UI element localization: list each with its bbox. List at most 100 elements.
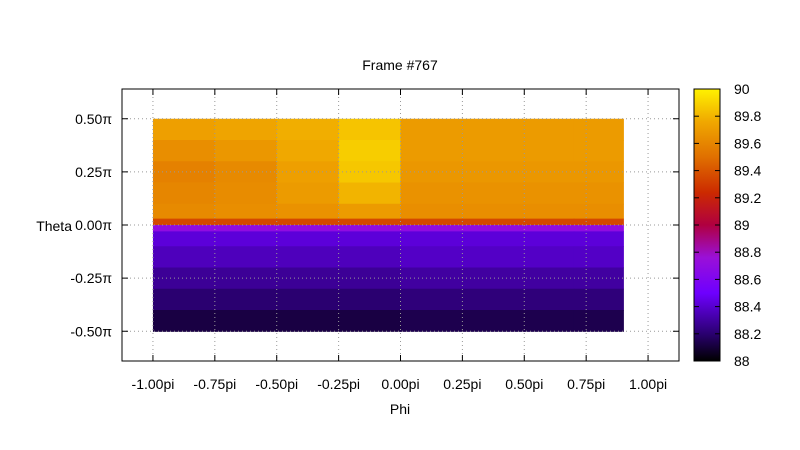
heatmap-cell (338, 310, 402, 332)
heatmap-cell (338, 225, 402, 232)
colorbar-tick-label: 89.2 (734, 190, 761, 206)
heatmap-cell (462, 246, 525, 269)
heatmap-cell (338, 231, 402, 247)
y-tick-label: 0.25π (75, 164, 112, 180)
x-tick-label: 0.25pi (443, 376, 481, 392)
heatmap-cell (152, 310, 216, 332)
heatmap-cell (462, 310, 525, 332)
heatmap-cell (400, 118, 463, 141)
x-tick-label: 0.50pi (505, 376, 543, 392)
y-tick-label: -0.25π (70, 270, 112, 286)
heatmap-cells (152, 118, 624, 332)
heatmap-cell (462, 203, 525, 220)
heatmap-cell (214, 140, 278, 162)
x-tick-label: 0.75pi (567, 376, 605, 392)
heatmap-cell (214, 310, 278, 332)
heatmap-cell (524, 288, 575, 311)
heatmap-cell (573, 246, 624, 269)
heatmap-cell (524, 182, 575, 205)
heatmap-cell (276, 267, 340, 290)
x-tick-label: -0.50pi (255, 376, 298, 392)
heatmap-cell (400, 310, 463, 332)
heatmap-cell (338, 118, 402, 141)
grid-lines (122, 89, 679, 361)
heatmap-cell (524, 267, 575, 290)
heatmap-cell (152, 118, 216, 141)
heatmap-cell (214, 218, 278, 226)
heatmap-cell (338, 246, 402, 269)
heatmap-cell (338, 182, 402, 205)
heatmap-cell (400, 203, 463, 220)
y-axis-label: Theta (36, 218, 72, 234)
heatmap-cell (524, 203, 575, 220)
heatmap-cell (338, 288, 402, 311)
heatmap-cell (338, 218, 402, 226)
colorbar-tick-label: 90 (734, 81, 750, 97)
heatmap-cell (524, 161, 575, 184)
heatmap-cell (214, 246, 278, 269)
heatmap-cell (214, 203, 278, 220)
heatmap-cell (524, 118, 575, 141)
heatmap-cell (214, 118, 278, 141)
y-tick-label: 0.50π (75, 111, 112, 127)
heatmap-cell (276, 288, 340, 311)
chart-title: Frame #767 (362, 57, 438, 73)
heatmap-cell (276, 310, 340, 332)
heatmap-cell (276, 118, 340, 141)
heatmap-cell (152, 203, 216, 220)
colorbar-tick-label: 88 (734, 353, 750, 369)
heatmap-cell (462, 118, 525, 141)
heatmap-cell (400, 246, 463, 269)
heatmap-cell (524, 310, 575, 332)
heatmap-cell (524, 218, 575, 226)
heatmap-cell (462, 161, 525, 184)
heatmap-cell (524, 140, 575, 162)
x-tick-label: 1.00pi (629, 376, 667, 392)
heatmap-cell (573, 218, 624, 226)
heatmap-cell (524, 231, 575, 247)
heatmap-cell (400, 161, 463, 184)
heatmap-cell (152, 225, 216, 232)
heatmap-cell (462, 288, 525, 311)
heatmap-cell (276, 203, 340, 220)
colorbar-tick-label: 89.4 (734, 163, 761, 179)
heatmap-cell (276, 231, 340, 247)
heatmap-cell (400, 182, 463, 205)
y-tick-label: 0.00π (75, 217, 112, 233)
heatmap-cell (152, 231, 216, 247)
heatmap-cell (152, 182, 216, 205)
heatmap-cell (214, 225, 278, 232)
x-tick-label: 0.00pi (381, 376, 419, 392)
heatmap-cell (524, 246, 575, 269)
heatmap-cell (214, 288, 278, 311)
colorbar-tick-label: 88.4 (734, 299, 761, 315)
heatmap-cell (573, 288, 624, 311)
colorbar: 90 89.8 89.6 89.4 89.2 89 88.8 88.6 88.4 88.2 88 (693, 81, 761, 369)
heatmap-cell (214, 182, 278, 205)
heatmap-cell (573, 182, 624, 205)
heatmap-cell (573, 118, 624, 141)
heatmap-cell (400, 140, 463, 162)
heatmap-cell (400, 225, 463, 232)
heatmap-cell (338, 203, 402, 220)
heatmap-cell (573, 140, 624, 162)
heatmap-cell (152, 140, 216, 162)
heatmap-cell (462, 218, 525, 226)
x-tick-label: -0.75pi (193, 376, 236, 392)
colorbar-tick-label: 88.2 (734, 326, 761, 342)
colorbar-tick-label: 88.6 (734, 271, 761, 287)
colorbar-tick-label: 89.6 (734, 135, 761, 151)
colorbar-tick-label: 88.8 (734, 244, 761, 260)
colorbar-tick-label: 89.8 (734, 108, 761, 124)
heatmap-cell (573, 231, 624, 247)
heatmap-cell (573, 203, 624, 220)
heatmap-cell (338, 161, 402, 184)
heatmap-cell (573, 310, 624, 332)
heatmap-cell (276, 218, 340, 226)
heatmap-cell (152, 267, 216, 290)
heatmap-cell (152, 246, 216, 269)
heatmap-cell (276, 140, 340, 162)
y-tick-label: -0.50π (70, 323, 112, 339)
heatmap-cell (524, 225, 575, 232)
